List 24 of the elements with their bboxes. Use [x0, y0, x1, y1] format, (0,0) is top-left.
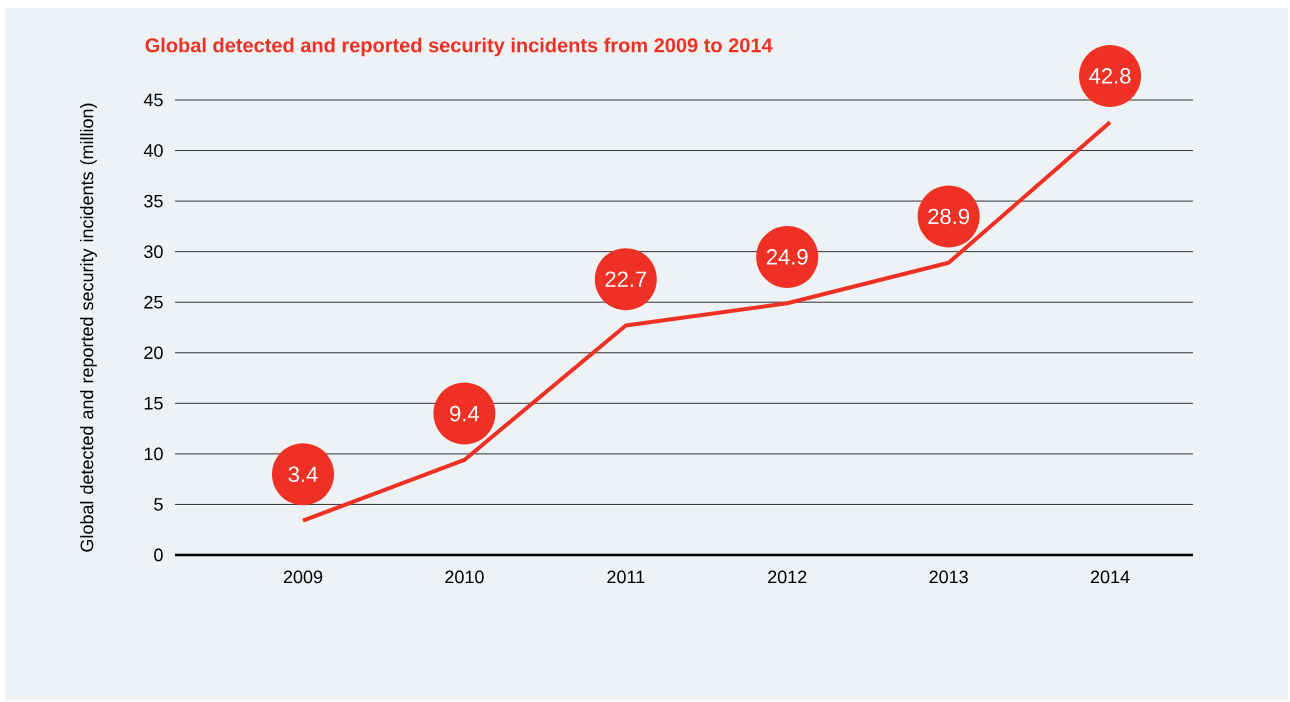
y-tick-label: 40: [143, 144, 163, 157]
data-label: 24.9: [766, 249, 808, 265]
data-label: 22.7: [605, 271, 647, 287]
x-tick-label: 2009: [283, 570, 323, 584]
y-tick-label: 0: [154, 548, 163, 562]
x-tick-label: 2013: [929, 570, 968, 584]
y-tick-label: 45: [143, 93, 163, 107]
x-tick-label: 2014: [1090, 570, 1130, 584]
y-tick-label: 30: [144, 245, 163, 259]
y-tick-label: 15: [144, 397, 163, 410]
data-label: 42.8: [1089, 68, 1131, 84]
y-axis-title: Global detected and reported security incidents (million): [80, 103, 97, 552]
data-label: 9.4: [450, 405, 480, 422]
y-tick-label: 5: [154, 498, 163, 511]
x-tick-label: 2011: [607, 570, 645, 584]
y-tick-label: 10: [144, 447, 163, 461]
y-tick-label: 20: [144, 346, 163, 360]
y-tick-label: 35: [144, 194, 163, 208]
y-tick-label: 25: [144, 295, 163, 309]
x-tick-label: 2010: [445, 570, 484, 584]
x-tick-label: 2012: [768, 570, 807, 584]
data-label: 28.9: [928, 208, 969, 225]
data-label: 3.4: [288, 466, 318, 483]
chart-title: Global detected and reported security incidents from 2009 to 2014: [145, 37, 773, 57]
